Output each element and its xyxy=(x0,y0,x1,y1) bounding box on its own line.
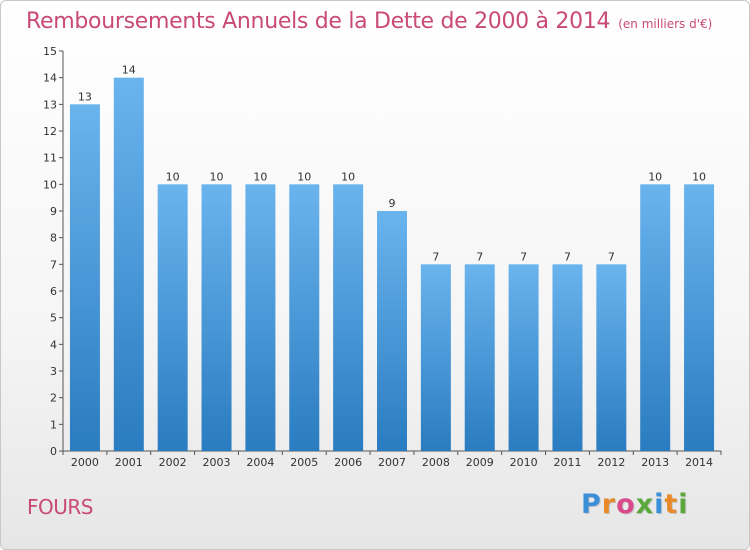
value-label-2005: 10 xyxy=(297,170,311,183)
y-tick-label: 9 xyxy=(50,205,57,218)
x-tick-label: 2013 xyxy=(641,456,669,469)
bar-2006 xyxy=(333,184,364,452)
proxiti-logo[interactable]: Proxiti xyxy=(581,489,689,520)
x-tick-label: 2001 xyxy=(115,456,143,469)
chart-title: Remboursements Annuels de la Dette de 20… xyxy=(26,9,712,34)
x-tick-label: 2002 xyxy=(159,456,187,469)
x-tick-label: 2004 xyxy=(246,456,274,469)
value-label-2010: 7 xyxy=(520,250,527,263)
bar-2005 xyxy=(289,184,320,452)
bar-2002 xyxy=(157,184,188,452)
logo-letter: i xyxy=(654,489,665,520)
bar-2001 xyxy=(113,77,144,452)
bar-2010 xyxy=(508,264,539,451)
y-tick-label: 0 xyxy=(50,445,57,458)
value-label-2006: 10 xyxy=(341,170,355,183)
y-tick-label: 4 xyxy=(50,338,57,351)
value-label-2013: 10 xyxy=(648,170,662,183)
x-axis: 2000 2001 2002 2003 2004 2005 2006 2007 2008 2009… xyxy=(62,450,722,469)
bar-2007 xyxy=(377,211,407,451)
x-tick-label: 2006 xyxy=(334,456,362,469)
value-label-2003: 10 xyxy=(210,170,224,183)
y-tick-label: 7 xyxy=(50,258,57,271)
logo-letter: r xyxy=(601,489,617,520)
value-label-2002: 10 xyxy=(166,170,180,183)
bar-2000 xyxy=(69,104,100,451)
y-tick-label: 15 xyxy=(43,45,57,58)
y-tick-label: 5 xyxy=(50,312,57,325)
value-label-2001: 14 xyxy=(122,64,136,77)
x-tick-label: 2011 xyxy=(553,456,581,469)
bar-2014 xyxy=(684,184,715,452)
value-label-2004: 10 xyxy=(253,170,267,183)
y-tick-label: 11 xyxy=(43,152,57,165)
y-tick-label: 13 xyxy=(43,98,57,111)
y-tick-label: 1 xyxy=(50,418,57,431)
y-tick-label: 6 xyxy=(50,285,57,298)
value-label-2008: 7 xyxy=(432,250,439,263)
value-labels: 13 14 10 10 10 10 10 9 7 7 7 7 7 10 10 xyxy=(78,64,706,264)
logo-letter: t xyxy=(664,489,679,520)
y-tick-label: 14 xyxy=(43,72,57,85)
x-tick-label: 2009 xyxy=(466,456,494,469)
value-label-2014: 10 xyxy=(692,170,706,183)
bar-series xyxy=(69,77,715,452)
chart-title-text: Remboursements Annuels de la Dette de 20… xyxy=(26,9,611,34)
bar-2013 xyxy=(640,184,671,452)
logo-letter: i xyxy=(678,489,689,520)
value-label-2011: 7 xyxy=(564,250,571,263)
bar-2004 xyxy=(245,184,276,452)
value-label-2009: 7 xyxy=(476,250,483,263)
bar-2012 xyxy=(596,264,627,451)
bar-2008 xyxy=(420,264,451,451)
x-tick-label: 2005 xyxy=(290,456,318,469)
y-tick-label: 12 xyxy=(43,125,57,138)
value-label-2000: 13 xyxy=(78,90,92,103)
y-tick-label: 3 xyxy=(50,365,57,378)
x-tick-label: 2010 xyxy=(510,456,538,469)
logo-letter: P xyxy=(581,489,602,520)
x-tick-label: 2008 xyxy=(422,456,450,469)
y-tick-label: 8 xyxy=(50,232,57,245)
bar-2003 xyxy=(201,184,232,452)
x-tick-label: 2000 xyxy=(71,456,99,469)
bar-2011 xyxy=(552,264,583,451)
chart-unit: (en milliers d'€) xyxy=(618,17,713,31)
y-tick-label: 10 xyxy=(43,178,57,191)
logo-letter: x xyxy=(635,489,655,520)
x-tick-label: 2003 xyxy=(203,456,231,469)
commune-name: FOURS xyxy=(27,495,93,519)
y-tick-label: 2 xyxy=(50,392,57,405)
logo-letter: o xyxy=(616,489,636,520)
x-tick-label: 2012 xyxy=(597,456,625,469)
x-tick-label: 2014 xyxy=(685,456,713,469)
x-tick-label: 2007 xyxy=(378,456,406,469)
value-label-2007: 9 xyxy=(389,197,396,210)
value-label-2012: 7 xyxy=(608,250,615,263)
bar-2009 xyxy=(464,264,495,451)
